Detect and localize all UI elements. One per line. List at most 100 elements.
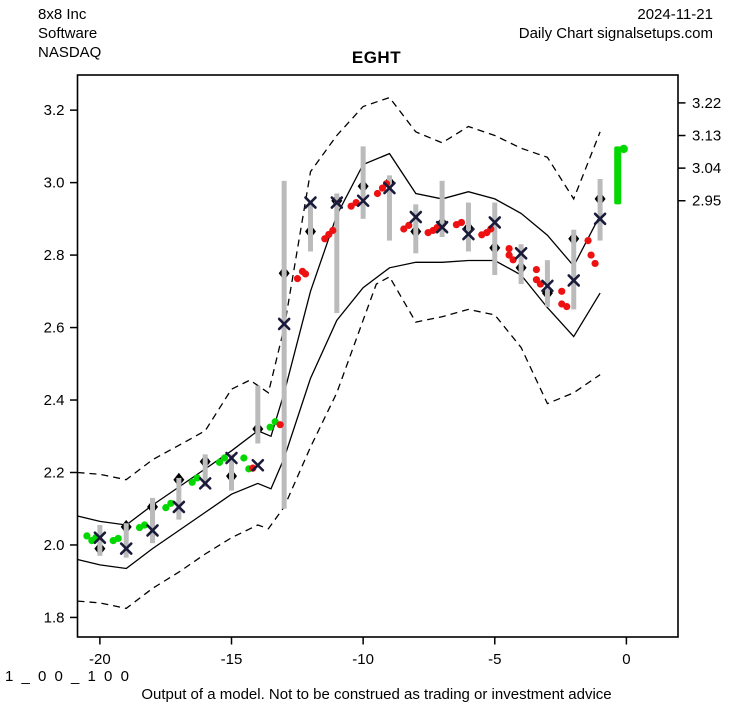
- price-dot: [584, 236, 592, 245]
- price-dot: [114, 534, 122, 543]
- price-dot: [532, 265, 541, 274]
- x-marker: [198, 477, 212, 490]
- upper-solid-band: [77, 152, 601, 526]
- plot-border: [76, 74, 679, 638]
- range-bar: [176, 477, 182, 520]
- x-marker: [330, 196, 344, 209]
- y-axis-label-right: 3.13: [692, 128, 721, 145]
- y-axis-label-left: 3.0: [44, 175, 65, 192]
- range-bar: [544, 260, 550, 307]
- price-dot: [266, 423, 274, 431]
- x-marker: [119, 542, 133, 555]
- range-bar: [386, 175, 392, 241]
- x-marker: [251, 458, 265, 472]
- x-marker: [172, 500, 186, 514]
- y-axis-label-left: 3.2: [44, 102, 65, 119]
- price-dot: [347, 202, 355, 210]
- x-marker: [304, 196, 317, 209]
- y-axis-label-right: 2.95: [692, 193, 721, 210]
- y-axis-label-left: 2.4: [44, 392, 65, 409]
- latest-green-bar: [614, 146, 622, 205]
- y-axis-label-left: 1.8: [44, 609, 65, 626]
- x-marker: [567, 274, 581, 287]
- price-dot: [240, 454, 248, 462]
- x-marker: [356, 194, 370, 208]
- price-dot: [329, 226, 337, 235]
- x-marker: [93, 531, 107, 545]
- price-dot: [400, 225, 408, 233]
- range-bar: [360, 146, 366, 219]
- price-dot: [188, 478, 196, 486]
- price-dot: [220, 454, 229, 462]
- x-marker: [146, 524, 159, 537]
- x-marker: [409, 210, 423, 224]
- latest-green-dot: [619, 144, 628, 154]
- x-marker: [435, 220, 449, 234]
- x-axis-label: -10: [352, 651, 374, 668]
- range-bar: [255, 385, 261, 444]
- range-bar: [281, 180, 287, 509]
- price-dot: [162, 504, 170, 512]
- y-axis-label-left: 2.0: [44, 537, 65, 554]
- x-marker: [462, 227, 475, 241]
- price-dot: [215, 458, 224, 466]
- range-bar: [597, 178, 603, 241]
- price-dot: [193, 474, 201, 482]
- range-bar: [202, 454, 208, 487]
- header-right: 2024-11-21 Daily Chart signalsetups.com: [519, 5, 713, 43]
- x-marker: [514, 246, 528, 260]
- header-left: 8x8 Inc Software NASDAQ: [38, 5, 101, 62]
- range-bar: [307, 200, 313, 252]
- company-name: 8x8 Inc: [38, 6, 87, 23]
- price-dot: [591, 259, 599, 268]
- price-dot: [587, 251, 595, 259]
- price-dot: [83, 532, 91, 540]
- range-bar: [123, 523, 129, 558]
- price-dot: [505, 251, 513, 259]
- model-code-label: 1 _ 0 0 _ 1 0 0: [5, 668, 131, 685]
- range-bar: [518, 244, 524, 285]
- x-axis-label: -15: [221, 651, 243, 668]
- sector-label: Software: [38, 25, 98, 42]
- price-dot: [301, 270, 310, 278]
- price-dot: [373, 189, 382, 198]
- lower-dashed-band: [77, 275, 601, 610]
- price-dot: [563, 302, 571, 311]
- range-bar: [439, 180, 445, 237]
- chart-title: EGHT: [351, 48, 402, 67]
- x-marker: [488, 216, 502, 229]
- range-bar: [334, 193, 340, 314]
- range-bar: [492, 202, 498, 276]
- x-axis-label: -20: [89, 651, 111, 668]
- lower-solid-band: [77, 259, 601, 570]
- price-dot: [140, 521, 149, 529]
- y-axis-label-left: 2.6: [44, 320, 65, 337]
- range-bar: [571, 229, 577, 310]
- chart-date: 2024-11-21: [637, 6, 713, 23]
- y-axis-label-left: 2.8: [44, 247, 65, 264]
- range-bar: [150, 497, 156, 544]
- price-dot: [405, 221, 413, 229]
- y-axis-label-right: 3.22: [692, 95, 721, 112]
- x-marker: [593, 212, 607, 226]
- chart-subtitle: Daily Chart signalsetups.com: [518, 25, 713, 42]
- range-bar: [465, 202, 471, 252]
- price-dot: [293, 275, 302, 283]
- range-bar: [229, 454, 235, 491]
- price-dot: [457, 218, 466, 227]
- price-dot: [276, 421, 284, 429]
- upper-dashed-band: [77, 96, 601, 481]
- price-dot: [505, 244, 513, 253]
- range-bar: [413, 204, 419, 254]
- x-marker: [225, 451, 238, 465]
- x-axis-label: 0: [622, 651, 630, 668]
- disclaimer-text: Output of a model. Not to be construed a…: [141, 686, 612, 703]
- x-axis-label: -5: [488, 651, 501, 668]
- range-bar: [97, 525, 103, 556]
- x-marker: [541, 279, 554, 293]
- y-axis-label-right: 3.04: [692, 160, 721, 177]
- exchange-label: NASDAQ: [38, 44, 102, 61]
- price-dot: [558, 287, 566, 295]
